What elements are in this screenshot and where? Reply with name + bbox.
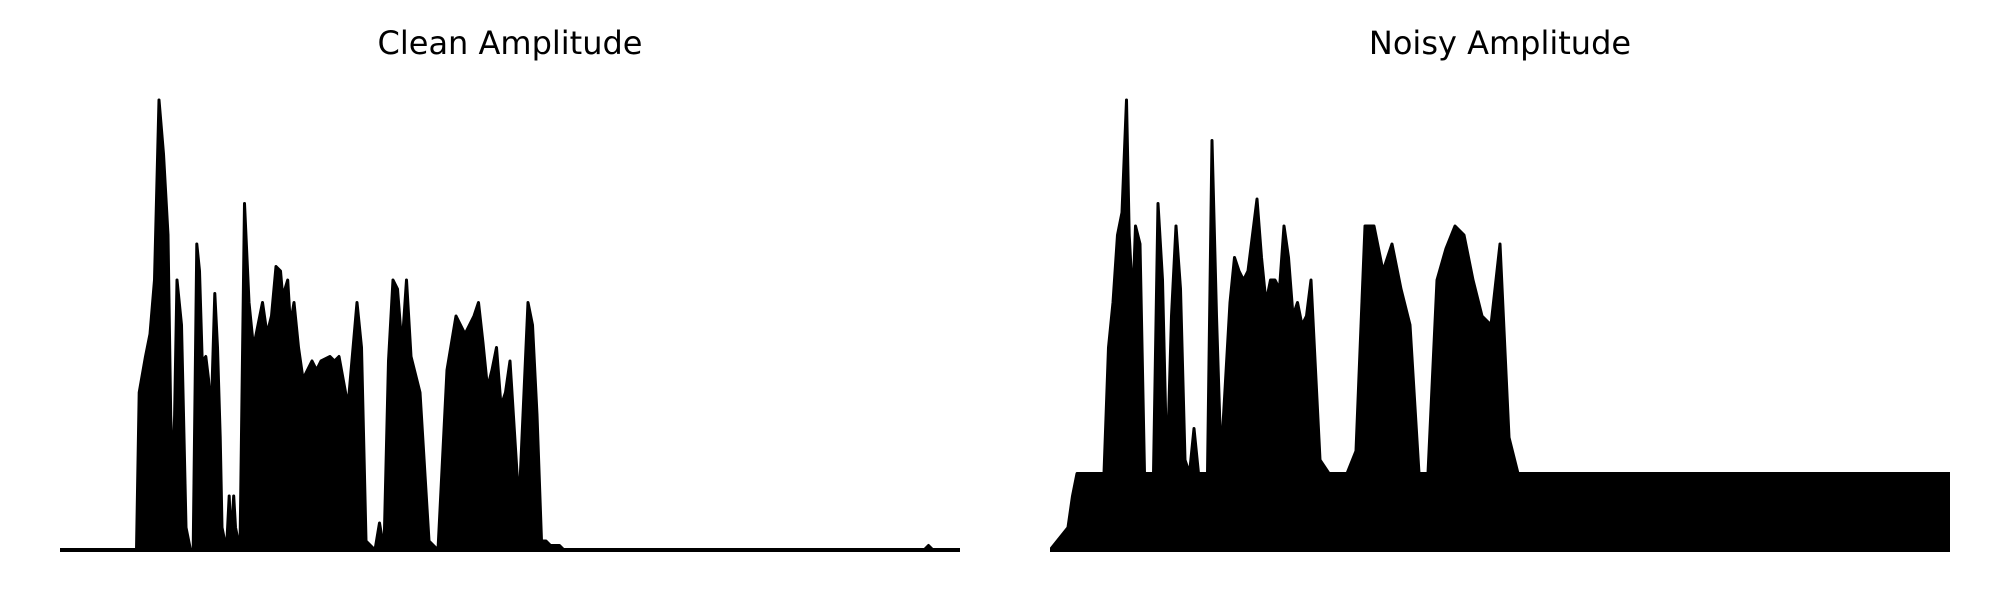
noisy-amplitude-plot — [1050, 98, 1950, 552]
amplitude-series-area — [60, 98, 960, 552]
amplitude-series-area — [1050, 98, 1950, 552]
chart-title: Noisy Amplitude — [1368, 24, 1632, 62]
clean-amplitude-panel: Clean Amplitude — [60, 0, 960, 600]
noisy-amplitude-panel: Noisy Amplitude — [1050, 0, 1950, 600]
chart-title: Clean Amplitude — [377, 24, 643, 62]
clean-amplitude-plot — [60, 98, 960, 552]
